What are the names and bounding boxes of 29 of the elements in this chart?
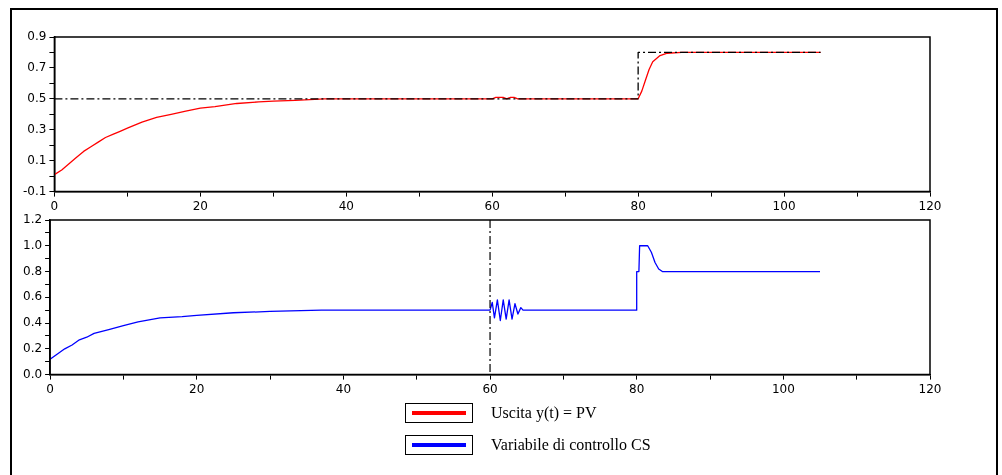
legend-label: Variabile di controllo CS: [491, 436, 651, 454]
y-tick-label: 0.7: [27, 60, 47, 75]
y-tick-label: 0.8: [22, 263, 43, 278]
x-tick-label: 120: [918, 381, 942, 396]
y-tick-label: 1.0: [22, 237, 43, 252]
x-tick-label: 60: [484, 198, 500, 213]
y-tick-label: -0.1: [22, 183, 47, 198]
y-tick-label: 0.9: [27, 29, 47, 44]
x-tick-label: 60: [482, 381, 498, 396]
y-tick-label: 0.3: [27, 121, 47, 136]
x-tick-label: 0: [46, 381, 54, 396]
x-tick-label: 80: [629, 381, 645, 396]
x-tick-label: 40: [335, 381, 352, 396]
legend-label: Uscita y(t) = PV: [491, 404, 597, 422]
x-tick-label: 20: [189, 381, 205, 396]
x-tick-label: 40: [338, 198, 354, 213]
x-tick-label: 100: [771, 381, 795, 396]
x-tick-label: 0: [50, 198, 59, 213]
y-tick-label: 0.1: [27, 152, 47, 167]
y-tick-label: 0.2: [22, 340, 43, 355]
x-tick-label: 80: [630, 198, 646, 213]
y-tick-label: 0.6: [22, 289, 43, 304]
x-tick-label: 20: [192, 198, 208, 213]
x-tick-label: 120: [918, 198, 942, 213]
y-tick-label: 0.4: [22, 315, 43, 330]
y-tick-label: 0.0: [22, 366, 43, 381]
y-tick-label: 1.2: [22, 212, 43, 227]
y-tick-label: 0.5: [27, 90, 47, 105]
x-tick-label: 100: [772, 198, 796, 213]
